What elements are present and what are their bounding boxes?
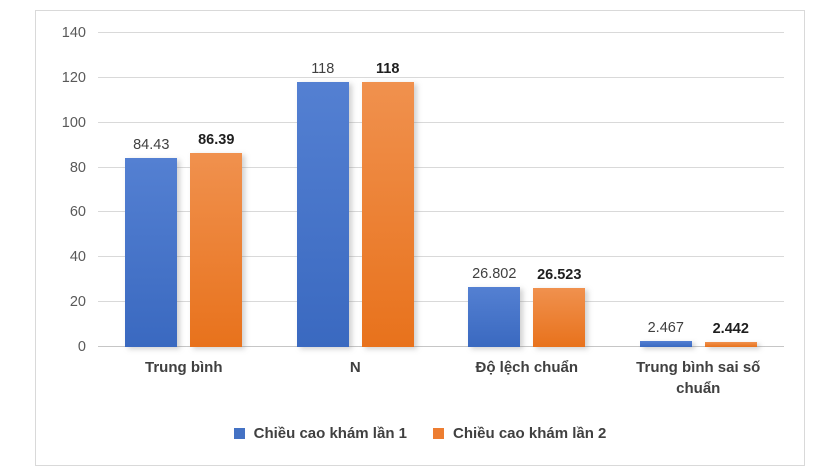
bar-group-2: 118 118 <box>270 33 442 347</box>
bar-group-3: 26.802 26.523 <box>441 33 613 347</box>
legend-item-series2: Chiều cao khám lần 2 <box>433 425 606 442</box>
y-tick-label-100: 100 <box>61 114 86 131</box>
legend-label-series2: Chiều cao khám lần 2 <box>453 424 607 442</box>
plot-area: 84.43 86.39 118 118 26.802 26.523 2.467 2.442 <box>98 32 785 347</box>
data-label-series2-cat2: 118 <box>376 61 400 78</box>
bar-series2-cat4: 2.442 <box>704 321 757 347</box>
gridline-80 <box>98 166 784 168</box>
data-label-series2-cat3: 26.523 <box>537 266 582 283</box>
chart-frame: 84.43 86.39 118 118 26.802 26.523 2.467 2.442 0… <box>35 10 805 466</box>
legend-swatch-icon-series1 <box>233 427 245 439</box>
legend-label-series1: Chiều cao khám lần 1 <box>253 424 407 442</box>
gridline-40 <box>98 256 784 258</box>
axis-baseline <box>98 346 784 347</box>
legend-swatch-icon-series2 <box>433 427 444 439</box>
gridline-100 <box>98 121 784 123</box>
bar-group-4: 2.467 2.442 <box>613 33 785 347</box>
y-tick-label-120: 120 <box>61 69 86 86</box>
bar-series2-cat1: 86.39 <box>190 132 243 347</box>
y-tick-label-80: 80 <box>69 159 86 176</box>
data-label-series2-cat1: 86.39 <box>198 132 235 149</box>
gridline-60 <box>98 211 784 213</box>
y-tick-label-0: 0 <box>77 339 86 355</box>
data-label-series1-cat2: 118 <box>311 61 335 78</box>
gridline-140 <box>98 32 784 33</box>
y-tick-label-140: 140 <box>61 25 86 41</box>
data-label-series2-cat4: 2.442 <box>712 320 749 337</box>
y-tick-label-60: 60 <box>69 204 86 221</box>
category-label-2: N <box>349 359 361 376</box>
gridline-20 <box>98 301 784 303</box>
bar-series1-cat3: 26.802 <box>468 266 521 347</box>
bar-series2-cat2: 118 <box>361 61 414 347</box>
category-label-4: Trung bình sai số chuẩn <box>636 359 761 397</box>
category-label-1: Trung bình <box>145 359 223 376</box>
bar-series2-cat3: 26.523 <box>533 267 586 347</box>
data-label-series1-cat4: 2.467 <box>647 320 684 337</box>
gridline-120 <box>98 76 784 78</box>
legend-item-series1: Chiều cao khám lần 1 <box>233 424 407 442</box>
bar-series1-cat4: 2.467 <box>639 320 692 347</box>
category-label-3: Độ lệch chuẩn <box>475 359 579 376</box>
bar-group-1: 84.43 86.39 <box>98 33 270 347</box>
legend: Chiều cao khám lần 1 Chiều cao khám lần 2 <box>36 422 804 444</box>
y-tick-label-40: 40 <box>69 249 86 266</box>
data-label-series1-cat1: 84.43 <box>133 136 170 153</box>
data-label-series1-cat3: 26.802 <box>472 265 517 282</box>
y-tick-label-20: 20 <box>69 294 86 311</box>
bar-series1-cat1: 84.43 <box>125 137 178 347</box>
bar-series1-cat2: 118 <box>296 61 349 347</box>
